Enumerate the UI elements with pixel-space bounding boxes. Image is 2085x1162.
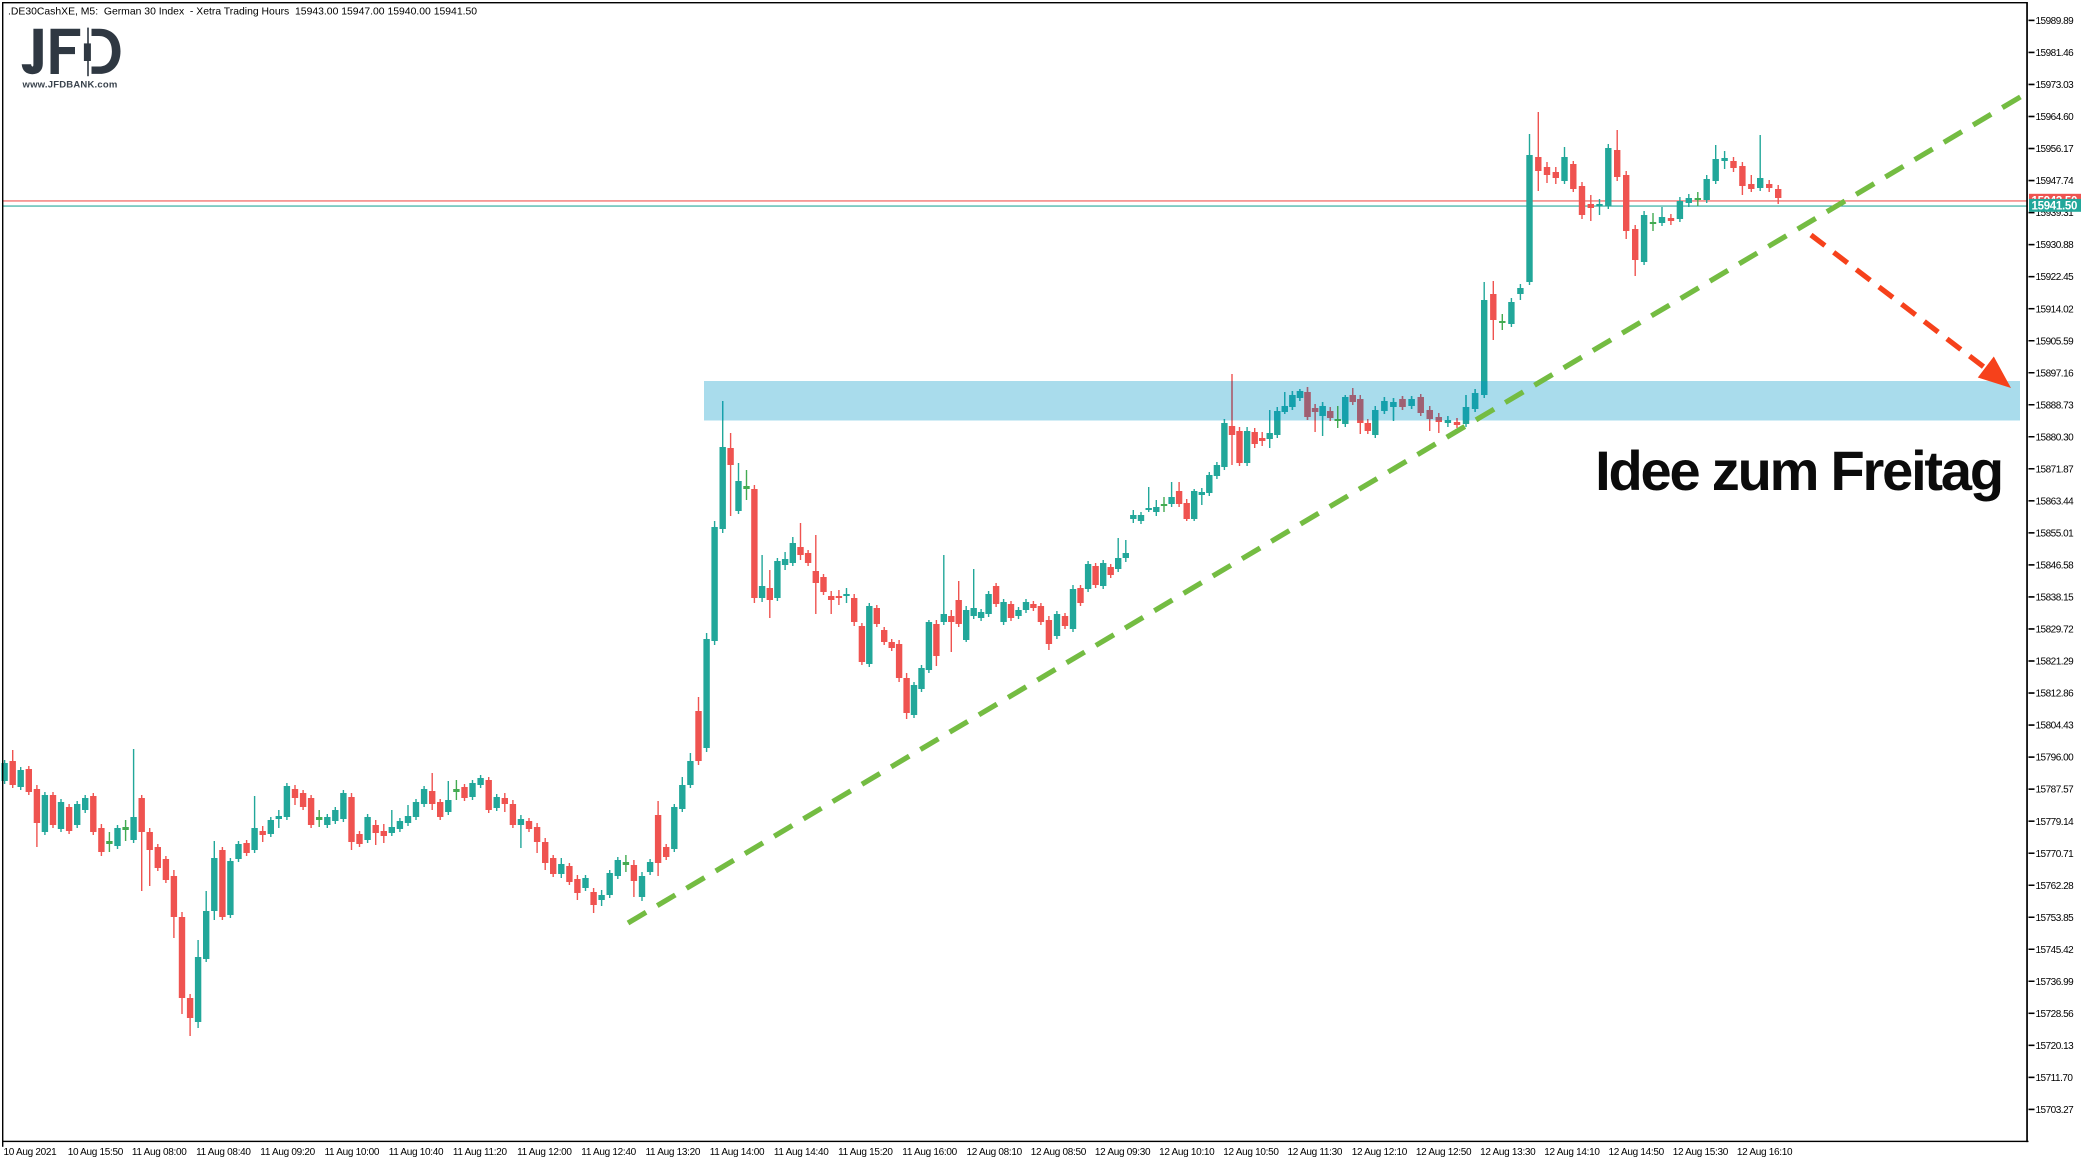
svg-text:11 Aug 13:20: 11 Aug 13:20	[646, 1147, 701, 1158]
svg-text:15914.02: 15914.02	[2036, 304, 2075, 315]
svg-text:15745.42: 15745.42	[2036, 945, 2075, 956]
svg-text:15728.56: 15728.56	[2036, 1009, 2075, 1020]
svg-text:10 Aug 15:50: 10 Aug 15:50	[68, 1147, 124, 1158]
svg-text:11 Aug 16:00: 11 Aug 16:00	[902, 1147, 957, 1158]
svg-text:15821.29: 15821.29	[2036, 657, 2075, 668]
svg-text:15922.45: 15922.45	[2036, 272, 2075, 283]
svg-text:15762.28: 15762.28	[2036, 881, 2075, 892]
svg-text:12 Aug 12:50: 12 Aug 12:50	[1416, 1147, 1472, 1158]
svg-text:15981.46: 15981.46	[2036, 48, 2075, 59]
svg-text:12 Aug 14:50: 12 Aug 14:50	[1609, 1147, 1665, 1158]
svg-text:www.JFDBANK.com: www.JFDBANK.com	[22, 80, 118, 91]
svg-text:11 Aug 08:40: 11 Aug 08:40	[196, 1147, 251, 1158]
svg-text:11 Aug 11:20: 11 Aug 11:20	[453, 1147, 508, 1158]
svg-text:15939.31: 15939.31	[2036, 208, 2075, 219]
svg-text:11 Aug 14:40: 11 Aug 14:40	[774, 1147, 829, 1158]
svg-text:15855.01: 15855.01	[2036, 528, 2075, 539]
svg-text:11 Aug 08:00: 11 Aug 08:00	[132, 1147, 187, 1158]
svg-text:15796.00: 15796.00	[2036, 753, 2075, 764]
svg-text:15846.58: 15846.58	[2036, 561, 2075, 572]
svg-text:.DE30CashXE, M5: German 30 In: .DE30CashXE, M5: German 30 Index - Xetra…	[8, 7, 477, 18]
svg-text:15947.74: 15947.74	[2036, 176, 2075, 187]
svg-text:15973.03: 15973.03	[2036, 80, 2075, 91]
svg-text:15863.44: 15863.44	[2036, 496, 2075, 507]
svg-text:15880.30: 15880.30	[2036, 432, 2075, 443]
svg-text:10 Aug 2021: 10 Aug 2021	[4, 1147, 58, 1158]
svg-text:12 Aug 08:50: 12 Aug 08:50	[1031, 1147, 1087, 1158]
svg-text:11 Aug 10:00: 11 Aug 10:00	[325, 1147, 380, 1158]
svg-text:15770.71: 15770.71	[2036, 849, 2075, 860]
svg-text:15888.73: 15888.73	[2036, 400, 2075, 411]
svg-text:15779.14: 15779.14	[2036, 817, 2075, 828]
svg-text:12 Aug 11:30: 12 Aug 11:30	[1288, 1147, 1343, 1158]
svg-text:12 Aug 13:30: 12 Aug 13:30	[1480, 1147, 1536, 1158]
svg-text:12 Aug 09:30: 12 Aug 09:30	[1095, 1147, 1151, 1158]
svg-text:12 Aug 16:10: 12 Aug 16:10	[1737, 1147, 1793, 1158]
svg-text:12 Aug 08:10: 12 Aug 08:10	[967, 1147, 1023, 1158]
svg-text:12 Aug 10:50: 12 Aug 10:50	[1223, 1147, 1279, 1158]
svg-text:15871.87: 15871.87	[2036, 464, 2075, 475]
svg-text:12 Aug 15:30: 12 Aug 15:30	[1673, 1147, 1729, 1158]
svg-text:11 Aug 15:20: 11 Aug 15:20	[838, 1147, 893, 1158]
svg-text:Idee zum Freitag: Idee zum Freitag	[1595, 439, 2002, 502]
svg-text:15829.72: 15829.72	[2036, 625, 2075, 636]
svg-text:15787.57: 15787.57	[2036, 785, 2075, 796]
svg-text:11 Aug 14:00: 11 Aug 14:00	[710, 1147, 765, 1158]
svg-text:15930.88: 15930.88	[2036, 240, 2075, 251]
svg-text:15711.70: 15711.70	[2036, 1073, 2074, 1084]
svg-text:12 Aug 14:10: 12 Aug 14:10	[1544, 1147, 1600, 1158]
svg-text:15989.89: 15989.89	[2036, 16, 2075, 27]
svg-text:11 Aug 12:40: 11 Aug 12:40	[581, 1147, 636, 1158]
svg-text:15736.99: 15736.99	[2036, 977, 2075, 988]
svg-text:15941.50: 15941.50	[2032, 201, 2078, 213]
svg-text:15703.27: 15703.27	[2036, 1105, 2075, 1116]
svg-text:11 Aug 10:40: 11 Aug 10:40	[389, 1147, 444, 1158]
svg-text:11 Aug 12:00: 11 Aug 12:00	[517, 1147, 572, 1158]
svg-text:15956.17: 15956.17	[2036, 144, 2075, 155]
svg-text:15905.59: 15905.59	[2036, 336, 2075, 347]
svg-text:15720.13: 15720.13	[2036, 1041, 2075, 1052]
svg-text:15964.60: 15964.60	[2036, 112, 2075, 123]
svg-text:12 Aug 12:10: 12 Aug 12:10	[1352, 1147, 1408, 1158]
svg-text:12 Aug 10:10: 12 Aug 10:10	[1159, 1147, 1215, 1158]
svg-text:15812.86: 15812.86	[2036, 689, 2075, 700]
svg-text:15753.85: 15753.85	[2036, 913, 2075, 924]
svg-text:15897.16: 15897.16	[2036, 368, 2075, 379]
svg-text:15838.15: 15838.15	[2036, 593, 2075, 604]
svg-text:11 Aug 09:20: 11 Aug 09:20	[260, 1147, 315, 1158]
svg-text:15804.43: 15804.43	[2036, 721, 2075, 732]
